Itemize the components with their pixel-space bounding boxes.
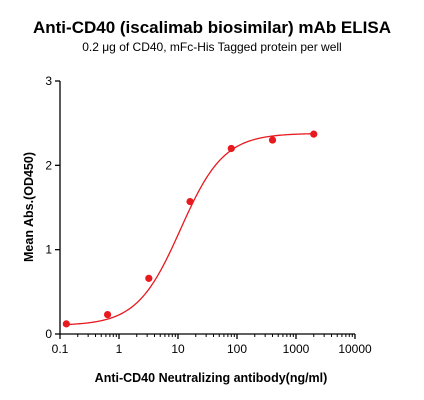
x-axis-label: Anti-CD40 Neutralizing antibody(ng/ml) [95, 371, 328, 385]
x-tick-label: 100 [227, 342, 247, 356]
data-point [310, 130, 318, 138]
ticks: 0 1 2 3 0.1 1 10 100 1000 10000 [45, 74, 372, 356]
data-point [186, 197, 194, 206]
data-point [62, 320, 70, 328]
axes [59, 81, 355, 335]
data-point [145, 274, 153, 282]
chart-subtitle: 0.2 μg of CD40, mFc-His Tagged protein p… [82, 40, 342, 54]
chart-title: Anti-CD40 (iscalimab biosimilar) mAb ELI… [32, 18, 391, 37]
x-tick-label: 0.1 [52, 342, 69, 356]
data-point [103, 311, 112, 319]
y-tick-label: 3 [45, 74, 52, 88]
y-axis-label: Mean Abs.(OD450) [22, 152, 36, 262]
y-tick-label: 2 [45, 158, 52, 172]
y-tick-label: 0 [45, 327, 52, 341]
data-point [227, 144, 235, 153]
x-tick-label: 10000 [338, 342, 372, 356]
x-tick-label: 1000 [283, 342, 310, 356]
y-tick-label: 1 [45, 243, 52, 257]
fit-curve [66, 133, 314, 326]
data-points [62, 130, 318, 328]
x-tick-label: 10 [171, 342, 185, 356]
x-tick-label: 1 [116, 342, 123, 356]
data-point [268, 136, 277, 144]
